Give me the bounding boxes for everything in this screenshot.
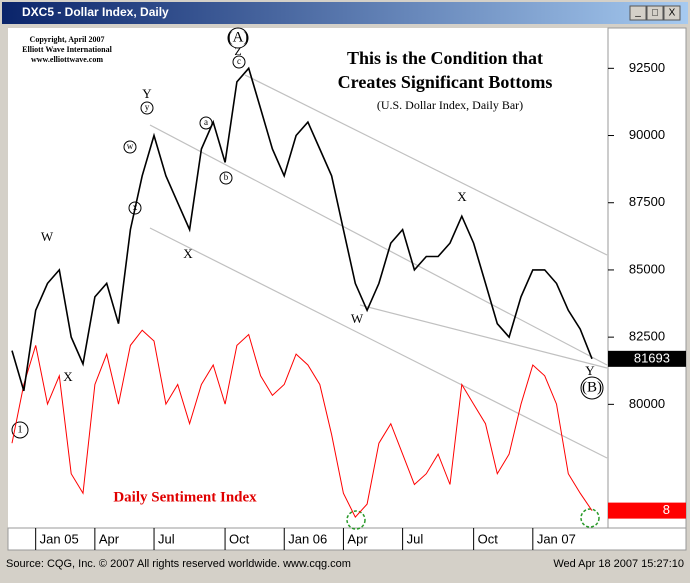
y-tick-label: 87500 xyxy=(629,194,665,209)
wave-circle xyxy=(232,55,246,69)
sentiment-label: Daily Sentiment Index xyxy=(113,489,257,505)
x-tick-label: Jul xyxy=(407,531,424,546)
copyright: Copyright, April 2007 xyxy=(30,35,105,44)
series-line xyxy=(11,66,593,392)
wave-circle xyxy=(219,171,233,185)
wave-label: W xyxy=(351,311,364,326)
wave-label: W xyxy=(41,229,54,244)
wave-labels: (A) Z (B) Y W X X W X Y xyxy=(41,27,604,400)
wave-label: b xyxy=(224,172,229,182)
x-tick-label: Jul xyxy=(158,531,175,546)
wave-circle xyxy=(580,376,604,400)
wave-label: (B) xyxy=(582,379,602,395)
series-line xyxy=(11,329,593,518)
window-title: DXC5 - Dollar Index, Daily xyxy=(22,5,169,19)
wave-label: a xyxy=(204,117,208,127)
price-axis-area xyxy=(607,27,687,529)
x-tick-label: Oct xyxy=(229,531,250,546)
wave-circle xyxy=(140,101,154,115)
x-tick-label: Apr xyxy=(99,531,120,546)
window-buttons: _ □ X xyxy=(629,5,681,21)
channel-line xyxy=(244,74,608,256)
last-value-label: 81693 xyxy=(634,350,670,365)
last-value-tag xyxy=(608,502,686,519)
y-tick-label: 92500 xyxy=(629,60,665,75)
copyright: Elliott Wave International xyxy=(22,45,112,54)
wave-label: y xyxy=(145,102,150,112)
wave-label: X xyxy=(63,369,73,384)
close-button[interactable] xyxy=(663,5,681,21)
wave-label: X xyxy=(183,246,193,261)
minimize-button[interactable] xyxy=(629,5,647,21)
title-bar xyxy=(2,2,688,24)
wave-label: c xyxy=(237,56,241,66)
y-tick-label: 80000 xyxy=(629,396,665,411)
x-tick-label: Jan 05 xyxy=(40,531,79,546)
x-tick-label: Apr xyxy=(347,531,368,546)
last-value-tag xyxy=(608,350,686,367)
wave-label: w xyxy=(127,141,134,151)
y-tick-label: 82500 xyxy=(629,329,665,344)
channel-lines xyxy=(149,74,608,459)
wave-label: Y xyxy=(585,363,595,378)
copyright: www.elliottwave.com xyxy=(31,55,103,64)
x-tick-label: Jan 07 xyxy=(537,531,576,546)
wave-label: 1 xyxy=(17,424,23,436)
chart-subtitle: (U.S. Dollar Index, Daily Bar) xyxy=(377,98,523,112)
x-tick-label: Oct xyxy=(478,531,499,546)
date-axis-area xyxy=(7,527,687,551)
channel-line xyxy=(359,304,608,369)
low-marker xyxy=(580,508,600,528)
close-label: X xyxy=(669,8,676,19)
footer-timestamp: Wed Apr 18 2007 15:27:10 xyxy=(553,558,684,570)
maximize-button[interactable] xyxy=(646,5,664,21)
y-tick-label: 85000 xyxy=(629,261,665,276)
wave-circle xyxy=(11,421,29,439)
channel-line xyxy=(149,124,608,366)
y-tick-label: 90000 xyxy=(629,127,665,142)
last-value-label: 8 xyxy=(663,502,670,517)
wave-label: Z xyxy=(234,44,241,58)
wave-circle xyxy=(227,27,249,49)
wave-label: Y xyxy=(142,86,152,101)
channel-line xyxy=(149,227,608,459)
wave-circle xyxy=(123,140,137,154)
low-marker xyxy=(346,510,366,530)
wave-circle xyxy=(128,201,142,215)
footer-source: Source: CQG, Inc. © 2007 All rights rese… xyxy=(6,558,351,570)
chart-title: Creates Significant Bottoms xyxy=(338,72,553,92)
x-tick-label: Jan 06 xyxy=(288,531,327,546)
wave-label: (A) xyxy=(228,29,249,45)
wave-label: X xyxy=(457,189,467,204)
minimize-label: _ xyxy=(634,7,641,18)
maximize-label: □ xyxy=(652,8,658,19)
plot-area xyxy=(8,28,608,528)
chart-title: This is the Condition that xyxy=(347,48,543,68)
